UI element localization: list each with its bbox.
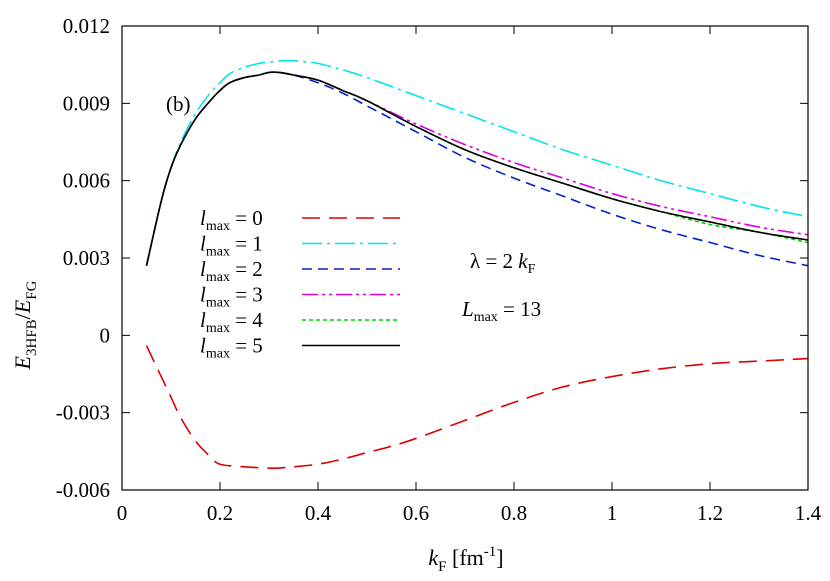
y-tick-label: 0.012 — [63, 14, 110, 38]
y-tick-label: -0.006 — [56, 478, 110, 502]
x-tick-label: 1.2 — [697, 501, 723, 525]
legend-entry: lmax = 1 — [200, 232, 400, 260]
legend-label: lmax = 2 — [200, 257, 263, 285]
legend-entry: lmax = 0 — [200, 206, 400, 234]
y-tick-label: 0 — [100, 323, 111, 347]
lmax-annotation: Lmax = 13 — [461, 297, 541, 325]
y-label-sub2: FG — [24, 280, 40, 299]
x-tick-label: 0.8 — [501, 501, 527, 525]
lambda-symbol: λ — [470, 249, 481, 273]
y-label-sub1: 3HFB — [24, 319, 40, 356]
x-tick-label: 1 — [607, 501, 618, 525]
y-tick-label: 0.009 — [63, 91, 110, 115]
series-line-lmax-1 — [145, 59, 809, 266]
x-label-rest: [fm — [447, 545, 484, 570]
x-label-main: k — [428, 545, 439, 570]
lmax-L: L — [461, 297, 474, 321]
legend-label: lmax = 0 — [200, 206, 263, 234]
tick-labels: 0 0.2 0.4 0.6 0.8 1 1.2 1.4 -0.006 -0.003 0 0.003 0.… — [56, 14, 822, 525]
legend-entry: lmax = 3 — [200, 283, 400, 311]
x-label-close: ] — [496, 545, 503, 570]
legend-label: lmax = 3 — [200, 283, 263, 311]
x-label-sup: -1 — [484, 544, 497, 560]
x-axis-label: kF [fm-1] — [428, 544, 503, 575]
series-line-lmax-0 — [145, 345, 809, 470]
lambda-sub: F — [528, 262, 536, 277]
y-tick-label: -0.003 — [56, 401, 110, 425]
legend-entry: lmax = 4 — [200, 308, 400, 336]
x-tick-label: 1.4 — [795, 501, 822, 525]
plot-frame — [121, 25, 809, 491]
lmax-sub: max — [474, 310, 498, 325]
y-label-e1: E — [10, 355, 35, 370]
legend-entry: lmax = 2 — [200, 257, 400, 285]
x-tick-label: 0.6 — [403, 501, 429, 525]
series-line-lmax-5 — [145, 71, 809, 266]
y-label-slash: / — [10, 312, 35, 319]
lambda-eq: = 2 — [480, 249, 518, 273]
panel-label: (b) — [166, 92, 191, 116]
legend-label: lmax = 5 — [200, 334, 263, 362]
x-tick-label: 0.4 — [305, 501, 332, 525]
legend-entry: lmax = 5 — [200, 334, 400, 362]
x-tick-label: 0 — [117, 501, 128, 525]
y-label-e2: E — [10, 299, 35, 314]
legend-label: lmax = 4 — [200, 308, 263, 336]
y-tick-label: 0.003 — [63, 246, 110, 270]
y-tick-label: 0.006 — [63, 169, 110, 193]
series-layer — [145, 59, 809, 470]
lmax-eq: = 13 — [498, 297, 541, 321]
x-label-sub: F — [438, 559, 446, 575]
lambda-k: k — [518, 249, 528, 273]
lambda-annotation: λ = 2 kF — [470, 249, 536, 277]
x-tick-label: 0.2 — [207, 501, 233, 525]
legend-label: lmax = 1 — [200, 232, 263, 260]
y-axis-label: E3HFB/EFG — [10, 280, 40, 370]
